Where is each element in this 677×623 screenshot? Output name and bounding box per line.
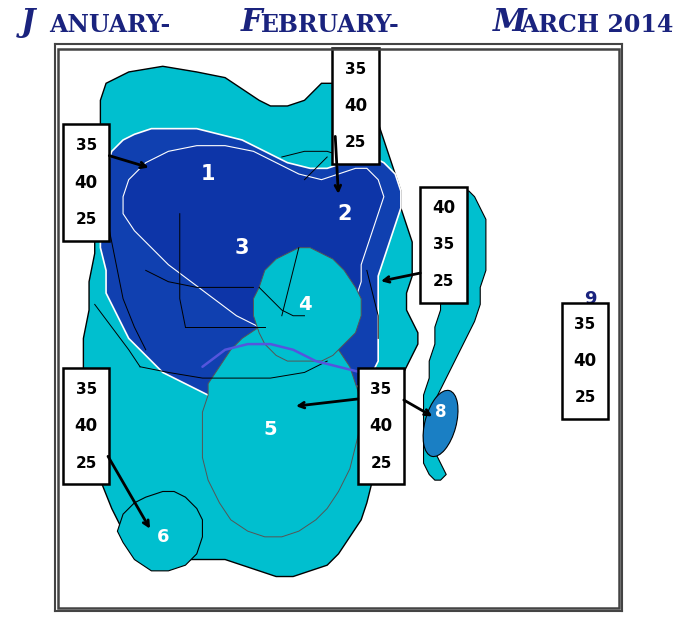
- Polygon shape: [83, 66, 418, 576]
- FancyBboxPatch shape: [420, 187, 466, 303]
- Text: 25: 25: [76, 212, 97, 227]
- Text: J: J: [20, 7, 35, 38]
- Text: 7: 7: [457, 273, 469, 291]
- Text: 25: 25: [76, 455, 97, 470]
- Polygon shape: [253, 248, 361, 361]
- FancyBboxPatch shape: [357, 368, 404, 485]
- Text: 35: 35: [345, 62, 366, 77]
- Ellipse shape: [423, 391, 458, 457]
- Polygon shape: [202, 321, 361, 537]
- Text: 2: 2: [337, 204, 351, 224]
- Text: 35: 35: [433, 237, 454, 252]
- Text: 40: 40: [573, 352, 596, 370]
- Text: 4: 4: [298, 295, 311, 314]
- Text: 6: 6: [156, 528, 169, 546]
- FancyBboxPatch shape: [63, 125, 110, 240]
- Polygon shape: [424, 191, 486, 480]
- Text: 8: 8: [435, 403, 446, 421]
- Text: 35: 35: [76, 382, 97, 397]
- Polygon shape: [100, 129, 401, 406]
- Text: F: F: [240, 7, 262, 38]
- Text: 25: 25: [370, 455, 392, 470]
- Text: 35: 35: [575, 316, 596, 331]
- Text: 40: 40: [344, 97, 367, 115]
- Text: 40: 40: [74, 174, 97, 191]
- Text: 35: 35: [76, 138, 97, 153]
- FancyBboxPatch shape: [562, 303, 609, 419]
- Text: ARCH 2014: ARCH 2014: [520, 13, 674, 37]
- Text: M: M: [493, 7, 527, 38]
- Text: 1: 1: [201, 164, 215, 184]
- Text: 9: 9: [584, 290, 597, 308]
- Polygon shape: [123, 146, 384, 344]
- Text: 3: 3: [235, 238, 249, 258]
- Text: 5: 5: [263, 420, 278, 439]
- Text: 35: 35: [370, 382, 392, 397]
- Polygon shape: [117, 492, 202, 571]
- FancyBboxPatch shape: [332, 48, 378, 164]
- Text: 25: 25: [433, 274, 454, 289]
- FancyBboxPatch shape: [63, 368, 110, 485]
- Text: ANUARY-: ANUARY-: [49, 13, 170, 37]
- Text: 25: 25: [345, 135, 366, 150]
- Text: 40: 40: [432, 199, 455, 217]
- Text: EBRUARY-: EBRUARY-: [261, 13, 399, 37]
- Text: 40: 40: [370, 417, 393, 435]
- Text: 25: 25: [574, 391, 596, 406]
- Text: 40: 40: [74, 417, 97, 435]
